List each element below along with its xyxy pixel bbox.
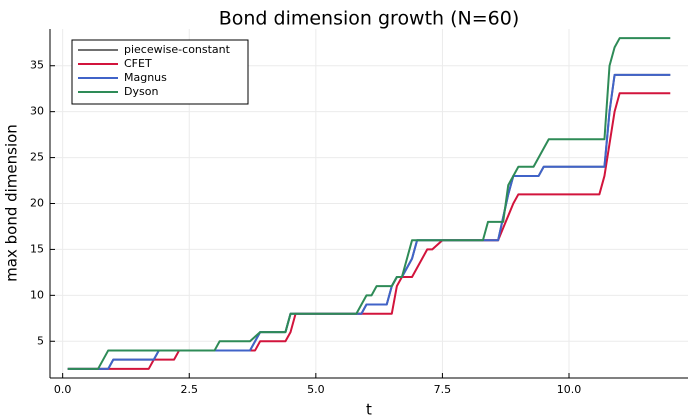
x-tick-label: 10.0 [557,383,582,396]
legend-label: Magnus [124,71,167,84]
chart-title: Bond dimension growth (N=60) [219,8,520,30]
legend-label: CFET [124,57,152,70]
y-tick-label: 15 [30,242,44,255]
legend-label: Dyson [124,85,158,98]
y-tick-label: 10 [30,288,44,301]
series-line [67,73,671,370]
y-tick-label: 35 [30,59,44,72]
x-tick-label: 5.0 [307,383,325,396]
series-line [67,37,671,370]
x-tick-label: 2.5 [180,383,198,396]
y-tick-label: 30 [30,105,44,118]
y-axis-label: max bond dimension [3,124,21,282]
series-line [67,73,671,370]
y-tick-label: 20 [30,197,44,210]
x-axis-label: t [366,401,372,419]
series-line [67,92,671,370]
x-tick-label: 0.0 [54,383,72,396]
y-tick-label: 25 [30,151,44,164]
x-tick-label: 7.5 [434,383,452,396]
y-tick-label: 5 [37,334,44,347]
legend-label: piecewise-constant [124,43,231,56]
